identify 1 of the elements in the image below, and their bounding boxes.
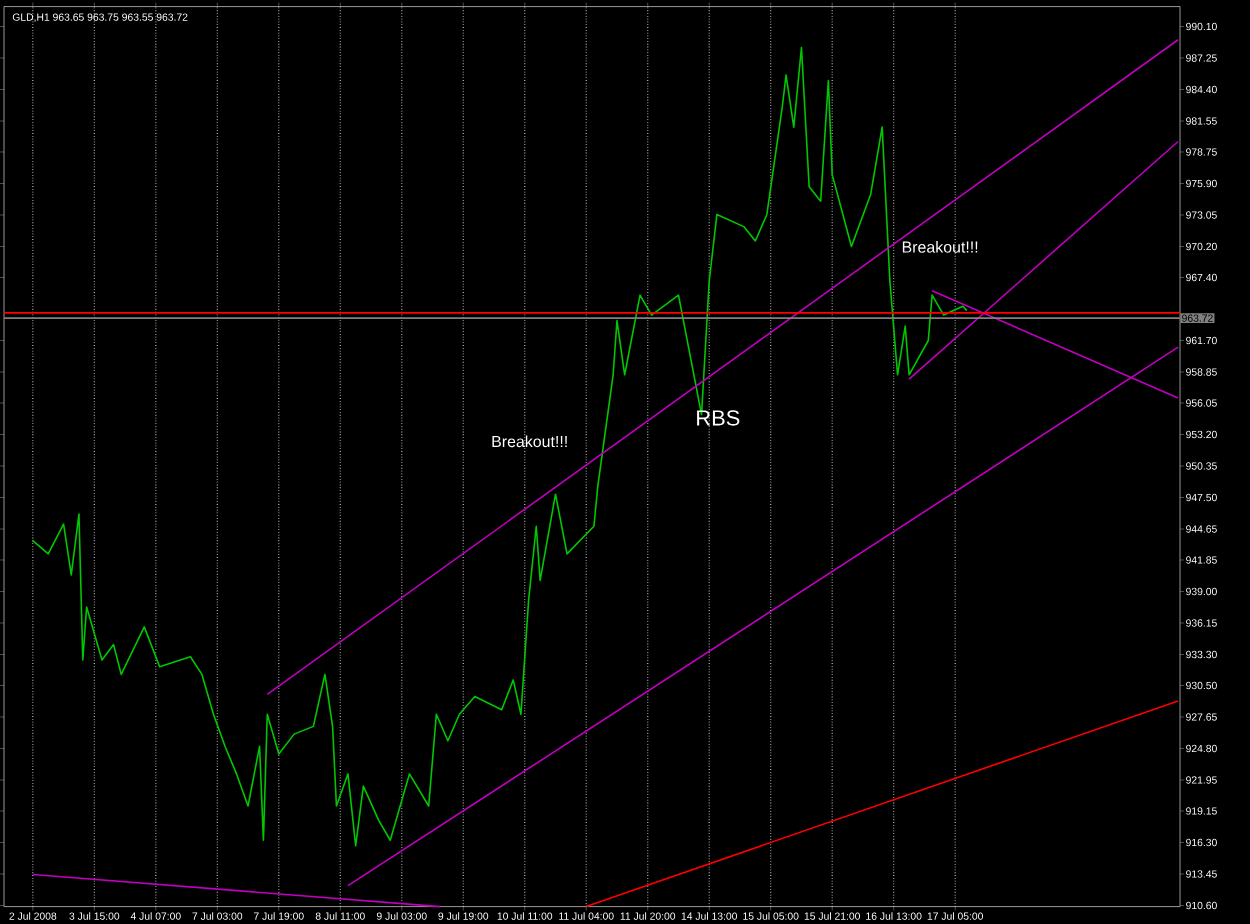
annotation: RBS [697,410,740,426]
